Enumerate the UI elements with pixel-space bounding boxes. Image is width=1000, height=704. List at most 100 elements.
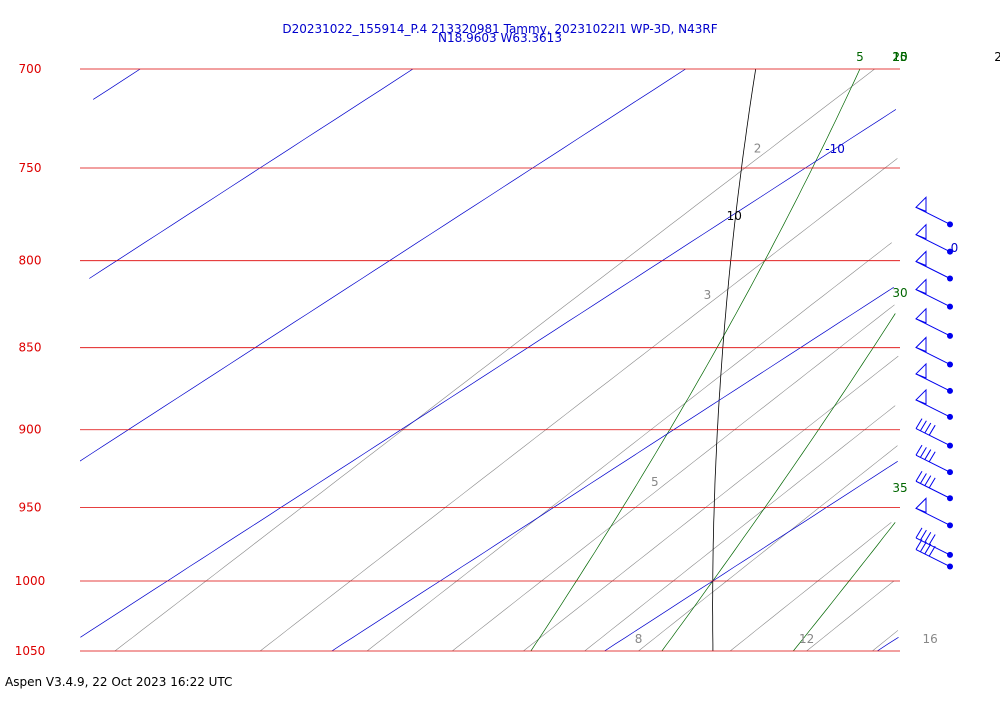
wind-barb-staff (915, 480, 951, 499)
wind-barb-dot (947, 248, 953, 255)
mixing-ratio-line (260, 158, 898, 651)
wind-barb-feather (919, 541, 927, 552)
wind-barb-feather (915, 527, 923, 539)
wind-barb (915, 278, 953, 310)
wind-barb-staff (915, 206, 951, 225)
wind-barb-dot (947, 387, 953, 394)
wind-barb-dot (947, 221, 953, 228)
mixing-ratio-label: 2 (754, 141, 762, 155)
moist-adiabat-label: 10 (892, 50, 907, 64)
wind-barb-staff (915, 428, 951, 447)
wind-barb-feather (919, 473, 927, 484)
wind-barb-pennant (915, 223, 927, 240)
mixing-ratio-line (584, 405, 896, 651)
pressure-tick-label: 700 (19, 62, 42, 76)
wind-barb-pennant (915, 497, 927, 514)
wind-barb-dot (947, 275, 953, 282)
wind-barb-dot (947, 522, 953, 529)
wind-barb-feather (915, 539, 923, 550)
wind-barb-staff (915, 454, 951, 473)
wind-barb-dot (947, 469, 953, 476)
mixing-ratio-lines (114, 69, 899, 651)
pressure-tick-label: 750 (19, 161, 42, 175)
wind-barb (915, 418, 953, 449)
moist-adiabat-label: 30 (892, 286, 907, 300)
wind-barb-dot (947, 361, 953, 368)
isotherm-line (89, 69, 414, 279)
line-labels: -100102030203040105101520253035235812162… (635, 50, 1000, 646)
wind-barb (915, 539, 953, 570)
moist-adiabat-line (530, 69, 861, 651)
footer-version: Aspen V3.4.9, 22 Oct 2023 16:22 UTC (5, 675, 232, 689)
wind-barb-pennant (915, 362, 927, 379)
moist-adiabat-label: 15 (892, 50, 907, 64)
dry-adiabat-lines (712, 69, 757, 651)
wind-barb (915, 250, 953, 282)
wind-barb-pennant (915, 336, 927, 353)
isotherm-line (80, 109, 897, 638)
wind-barb-feather (919, 420, 927, 432)
wind-barb-feather (924, 422, 932, 434)
mixing-ratio-line (806, 580, 895, 651)
wind-barb-staff (915, 318, 951, 337)
wind-barb-staff (915, 549, 951, 567)
isotherm-label: 0 (951, 241, 959, 255)
mixing-ratio-label: 8 (635, 632, 643, 646)
moist-adiabat-label: 5 (856, 50, 864, 64)
chart-title-line-2: N18.9603 W63.3613 (438, 31, 562, 45)
moist-adiabat-label: 20 (892, 50, 907, 64)
pressure-tick-label: 1050 (15, 644, 46, 658)
wind-barb-feather (924, 475, 932, 486)
dry-adiabat-line (712, 69, 757, 651)
wind-barb-feather (928, 477, 936, 489)
wind-barb-feather (924, 532, 932, 543)
wind-barb-staff (915, 507, 951, 526)
wind-barbs (915, 196, 953, 570)
wind-barb-dot (947, 495, 953, 502)
wind-barb (915, 336, 953, 368)
wind-barb (915, 388, 953, 420)
wind-barb-feather (919, 447, 927, 458)
mixing-ratio-line (452, 304, 895, 651)
wind-barb-feather (915, 470, 923, 482)
wind-barb-dot (947, 332, 953, 339)
wind-barb-feather (915, 444, 923, 456)
isotherm-line (604, 461, 898, 651)
wind-barb (915, 362, 953, 394)
wind-barb-feather (928, 451, 936, 463)
wind-barb-feather (928, 424, 936, 436)
isotherm-line (93, 69, 141, 100)
wind-barb-dot (947, 551, 953, 558)
mixing-ratio-line (872, 630, 899, 651)
pressure-tick-label: 950 (19, 500, 42, 514)
wind-barb (915, 223, 953, 255)
isotherm-lines (80, 69, 899, 651)
pressure-tick-label: 900 (19, 423, 42, 437)
mixing-ratio-label: 5 (651, 475, 659, 489)
moist-adiabat-line (661, 313, 896, 651)
pressure-tick-label: 800 (19, 254, 42, 268)
wind-barb-feather (928, 545, 936, 557)
wind-barb-dot (947, 442, 953, 449)
isotherm-line (80, 69, 686, 462)
wind-barb-pennant (915, 388, 927, 405)
wind-barb-feather (924, 449, 932, 460)
isotherm-label: -10 (825, 142, 845, 156)
wind-barb (915, 307, 953, 339)
wind-barb-pennant (915, 250, 927, 267)
wind-barb-staff (915, 289, 951, 308)
wind-barb-staff (915, 261, 951, 279)
wind-barb-staff (915, 373, 951, 392)
moist-adiabat-label: 35 (892, 481, 907, 495)
mixing-ratio-line (730, 522, 892, 651)
wind-barb-feather (915, 418, 923, 429)
dry-adiabat-label: 10 (727, 209, 742, 223)
wind-barb-staff (915, 399, 951, 418)
wind-barb-dot (947, 413, 953, 420)
wind-barb-feather (928, 534, 936, 545)
mixing-ratio-label: 16 (923, 632, 938, 646)
wind-barb-dot (947, 563, 953, 570)
wind-barb (915, 444, 953, 476)
